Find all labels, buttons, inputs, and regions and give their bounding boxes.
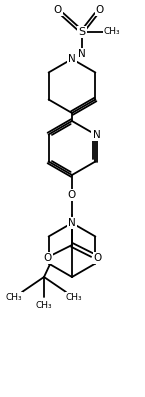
Text: S: S [78,27,86,37]
Text: CH₃: CH₃ [36,301,52,310]
Text: O: O [44,253,52,263]
Text: N: N [93,129,100,139]
Text: O: O [96,5,104,15]
Text: CH₃: CH₃ [66,293,82,301]
Text: O: O [94,253,102,263]
Text: CH₃: CH₃ [104,27,120,37]
Text: N: N [68,54,76,64]
Text: O: O [54,5,62,15]
Text: CH₃: CH₃ [6,293,22,301]
Text: N: N [78,49,86,59]
Text: O: O [68,190,76,200]
Text: N: N [68,218,76,228]
